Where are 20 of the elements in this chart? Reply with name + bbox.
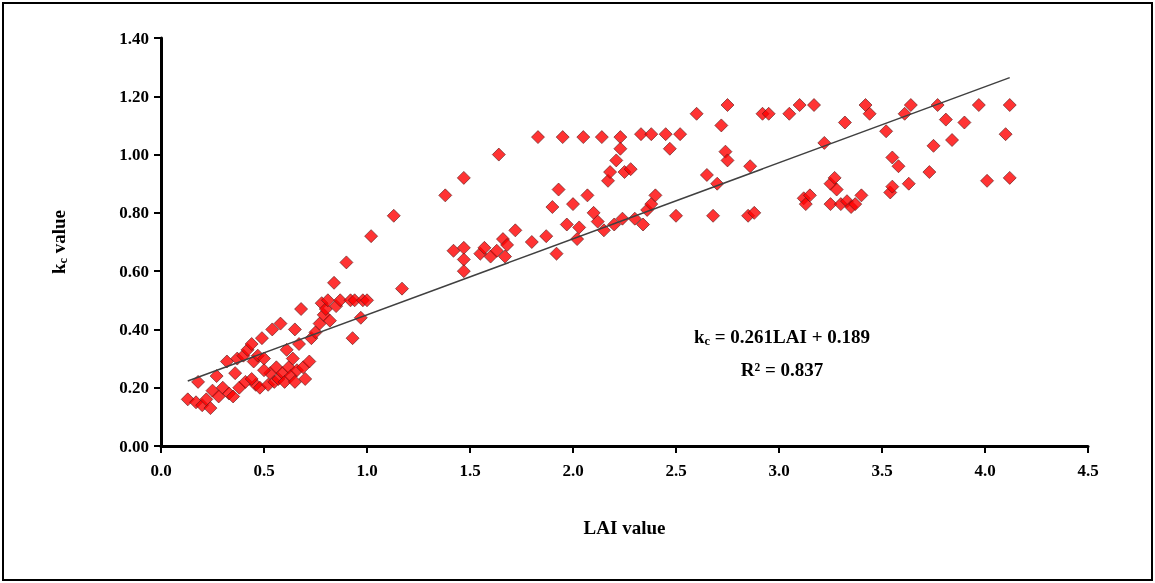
- x-tick-label: 4.0: [974, 461, 996, 480]
- annotation: R² = 0.837: [740, 359, 824, 380]
- y-tick-label: 1.20: [119, 86, 149, 106]
- x-axis-title: LAI value: [583, 517, 666, 538]
- x-tick-label: 2.0: [562, 461, 584, 480]
- x-tick-label: 3.0: [768, 461, 790, 480]
- x-tick-label: 1.5: [459, 461, 481, 480]
- x-tick-label: 4.5: [1077, 461, 1099, 480]
- x-tick-label: 0.5: [253, 461, 275, 480]
- y-tick-label: 0.20: [119, 378, 149, 398]
- y-tick-label: 0.80: [119, 203, 149, 223]
- x-tick-label: 0.0: [150, 461, 172, 480]
- y-tick-label: 0.40: [119, 319, 149, 339]
- x-tick-label: 1.0: [356, 461, 378, 480]
- y-tick-label: 0.60: [119, 261, 149, 281]
- y-tick-label: 0.00: [119, 436, 149, 456]
- x-tick-label: 3.5: [871, 461, 893, 480]
- y-tick-label: 1.00: [119, 145, 149, 165]
- y-tick-label: 1.40: [119, 28, 149, 48]
- x-tick-label: 2.5: [665, 461, 687, 480]
